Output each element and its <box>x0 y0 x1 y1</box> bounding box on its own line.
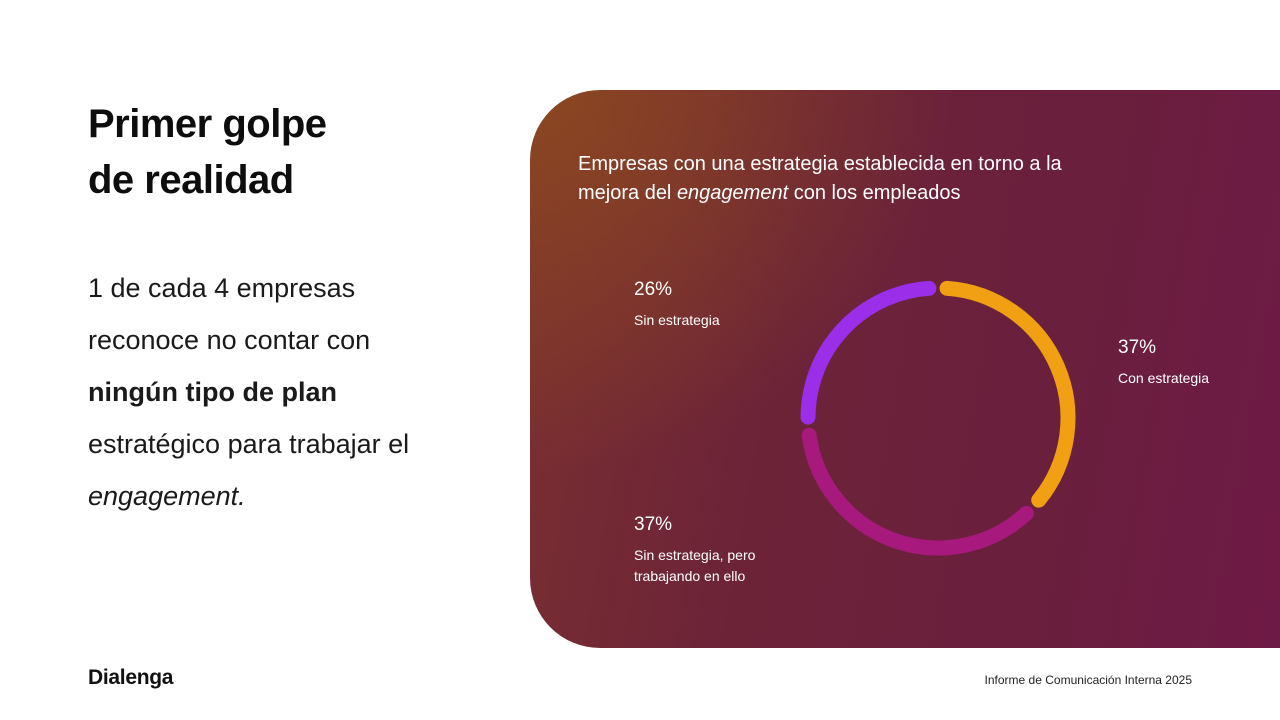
arc-con-estrategia <box>939 280 1076 508</box>
slice-name-sin-estrategia: Sin estrategia <box>634 312 720 328</box>
slice-value-con-estrategia: 37% <box>1118 337 1157 358</box>
slice-label-trabajando: 37% Sin estrategia, pero trabajando en e… <box>634 513 755 587</box>
slice-label-sin-estrategia: 26% Sin estrategia <box>634 278 720 331</box>
body-line-4: estratégico para trabajar el <box>88 429 410 459</box>
slice-name-trabajando-line-1: Sin estrategia, pero <box>634 547 756 563</box>
title-line-1: Primer golpe <box>88 102 327 146</box>
chart-title-italic: engagement <box>676 182 789 204</box>
page-title: Primer golpe de realidad <box>88 96 508 208</box>
arc-trabajando <box>801 427 1034 556</box>
slice-name-con-estrategia: Con estrategia <box>1118 370 1210 386</box>
chart-title-line-2: mejora del engagement con los empleados <box>578 179 1218 208</box>
slice-value-sin-estrategia: 26% <box>634 279 673 300</box>
donut-chart <box>800 280 1076 556</box>
body-line-1: 1 de cada 4 empresas <box>88 273 356 303</box>
body-line-5-italic: engagement. <box>88 481 246 511</box>
donut-arcs <box>800 280 1076 556</box>
slice-value-trabajando: 37% <box>634 514 673 535</box>
title-line-2: de realidad <box>88 158 294 202</box>
arc-sin-estrategia <box>800 280 937 425</box>
body-line-2: reconoce no contar con <box>88 325 371 355</box>
body-line-3-bold: ningún tipo de plan <box>88 377 337 407</box>
brand-logo: Dialenga <box>88 666 174 689</box>
chart-panel <box>530 90 1280 648</box>
report-name: Informe de Comunicación Interna 2025 <box>984 673 1192 687</box>
chart-title-line-1: Empresas con una estrategia establecida … <box>578 153 1062 175</box>
chart-title: Empresas con una estrategia establecida … <box>578 150 1218 208</box>
chart-title-pre: mejora del <box>578 182 677 204</box>
slice-name-trabajando-line-2: trabajando en ello <box>634 568 746 584</box>
slice-label-con-estrategia: 37% Con estrategia <box>1118 336 1209 389</box>
chart-title-post: con los empleados <box>788 182 961 204</box>
body-text: 1 de cada 4 empresas reconoce no contar … <box>88 262 528 522</box>
